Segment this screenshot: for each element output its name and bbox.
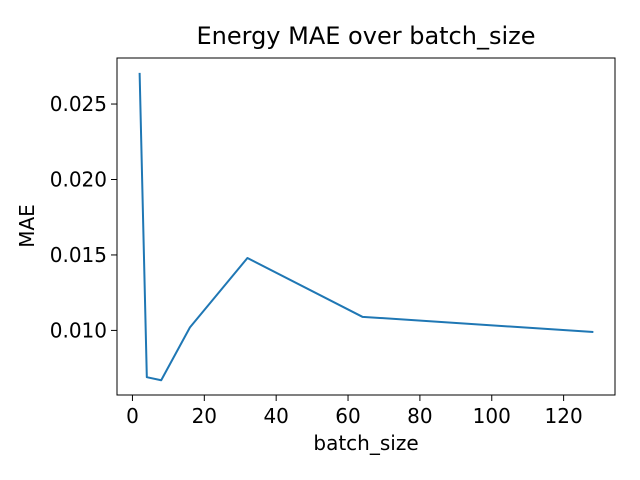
y-tick-label-0.010: 0.010 — [50, 318, 107, 342]
y-axis-label: MAE — [15, 204, 39, 248]
x-axis-label: batch_size — [313, 431, 418, 455]
plot-frame — [116, 57, 616, 396]
x-tick-label-100: 100 — [473, 404, 511, 428]
y-tick-label-0.025: 0.025 — [50, 92, 107, 116]
x-tick-label-0: 0 — [126, 404, 139, 428]
y-tick-label-0.020: 0.020 — [50, 167, 107, 191]
x-tick-label-40: 40 — [263, 404, 288, 428]
x-tick-label-20: 20 — [192, 404, 217, 428]
plot-layer: 0 20 40 60 80 100 120 0.010 0.015 0.020 0.025 — [50, 57, 616, 428]
x-tick-label-120: 120 — [545, 404, 583, 428]
x-tick-label-60: 60 — [335, 404, 360, 428]
y-tick-label-0.015: 0.015 — [50, 243, 107, 267]
x-tick-label-80: 80 — [407, 404, 432, 428]
series-line-1 — [138, 72, 594, 382]
chart-title: Energy MAE over batch_size — [196, 22, 535, 50]
